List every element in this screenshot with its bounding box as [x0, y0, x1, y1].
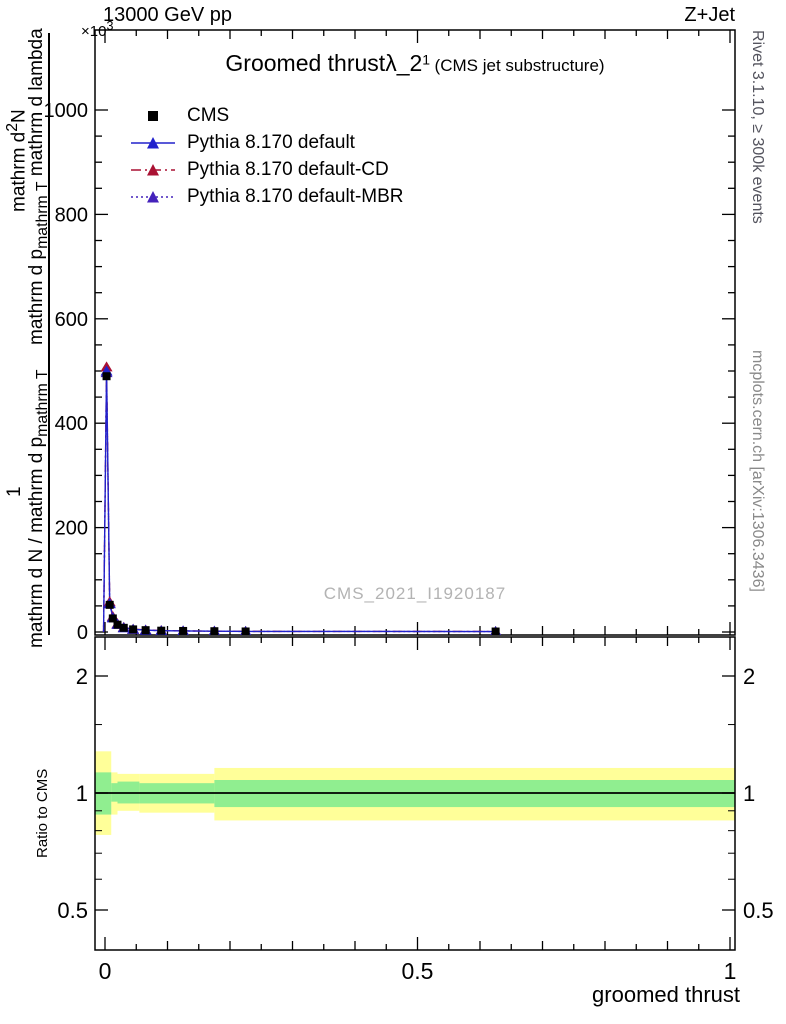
title-main: Groomed thrust — [225, 50, 386, 76]
y-axis-scale-factor: ×103 — [81, 19, 113, 40]
svg-text:1000: 1000 — [44, 100, 89, 122]
ylabel-num-exp: 2 — [4, 122, 21, 132]
legend-item-0: CMS — [131, 102, 404, 129]
svg-text:800: 800 — [55, 204, 88, 226]
beam-energy-label: 13000 GeV pp — [103, 4, 232, 26]
svg-text:2: 2 — [743, 664, 755, 689]
legend-triangle-marker-icon — [131, 163, 175, 175]
analysis-id-watermark: CMS_2021_I1920187 — [323, 584, 507, 603]
scale-base: ×10 — [81, 23, 107, 40]
title-suffix: (CMS jet substructure) — [434, 56, 605, 75]
svg-text:400: 400 — [55, 413, 88, 435]
svg-text:2: 2 — [76, 664, 88, 689]
legend-square-marker-icon — [148, 110, 158, 121]
ylabel-den-main: mathrm d p — [26, 248, 47, 345]
ylabel-fraction-bar — [48, 33, 50, 635]
svg-text:1: 1 — [76, 781, 88, 806]
legend-label: CMS — [187, 104, 230, 126]
svg-text:1: 1 — [743, 781, 755, 806]
legend-item-2: Pythia 8.170 default-CD — [131, 156, 404, 183]
scale-exponent: 3 — [106, 19, 114, 33]
legend-label: Pythia 8.170 default-MBR — [187, 185, 404, 207]
legend-triangle-marker-icon — [131, 136, 175, 148]
title-lambda: λ_2 — [385, 50, 423, 76]
svg-text:200: 200 — [55, 518, 88, 540]
legend-label: Pythia 8.170 default-CD — [187, 158, 389, 180]
svg-text:0: 0 — [77, 622, 88, 644]
rivet-version-label: Rivet 3.1.10, ≥ 300k events — [749, 30, 766, 224]
svg-text:0.5: 0.5 — [743, 898, 774, 923]
legend: CMS Pythia 8.170 default Pythia 8.170 defa… — [131, 102, 404, 210]
svg-text:1: 1 — [724, 958, 737, 984]
plot-title: Groomed thrustλ_21 (CMS jet substructure… — [95, 50, 735, 77]
process-label: Z+Jet — [684, 4, 735, 26]
title-lambda-exponent: 1 — [422, 51, 431, 68]
svg-text:0.5: 0.5 — [402, 958, 434, 984]
legend-item-1: Pythia 8.170 default — [131, 129, 404, 156]
ylabel-den-rest: mathrm d lambda — [26, 28, 47, 182]
mcplots-credit-label: mcplots.cern.ch [arXiv:1306.3436] — [749, 350, 766, 592]
svg-text:600: 600 — [55, 309, 88, 331]
svg-text:0.5: 0.5 — [57, 898, 88, 923]
ylabel-prefix-main: mathrm d N / mathrm d p — [26, 436, 47, 648]
svg-text:0: 0 — [99, 958, 112, 984]
x-axis-title: groomed thrust — [592, 982, 740, 1007]
legend-item-3: Pythia 8.170 default-MBR — [131, 183, 404, 210]
legend-triangle-marker-icon — [131, 190, 175, 202]
y-axis-label-one: 1 — [4, 486, 25, 497]
legend-label: Pythia 8.170 default — [187, 131, 355, 153]
ratio-axis-label: Ratio to CMS — [34, 768, 51, 858]
